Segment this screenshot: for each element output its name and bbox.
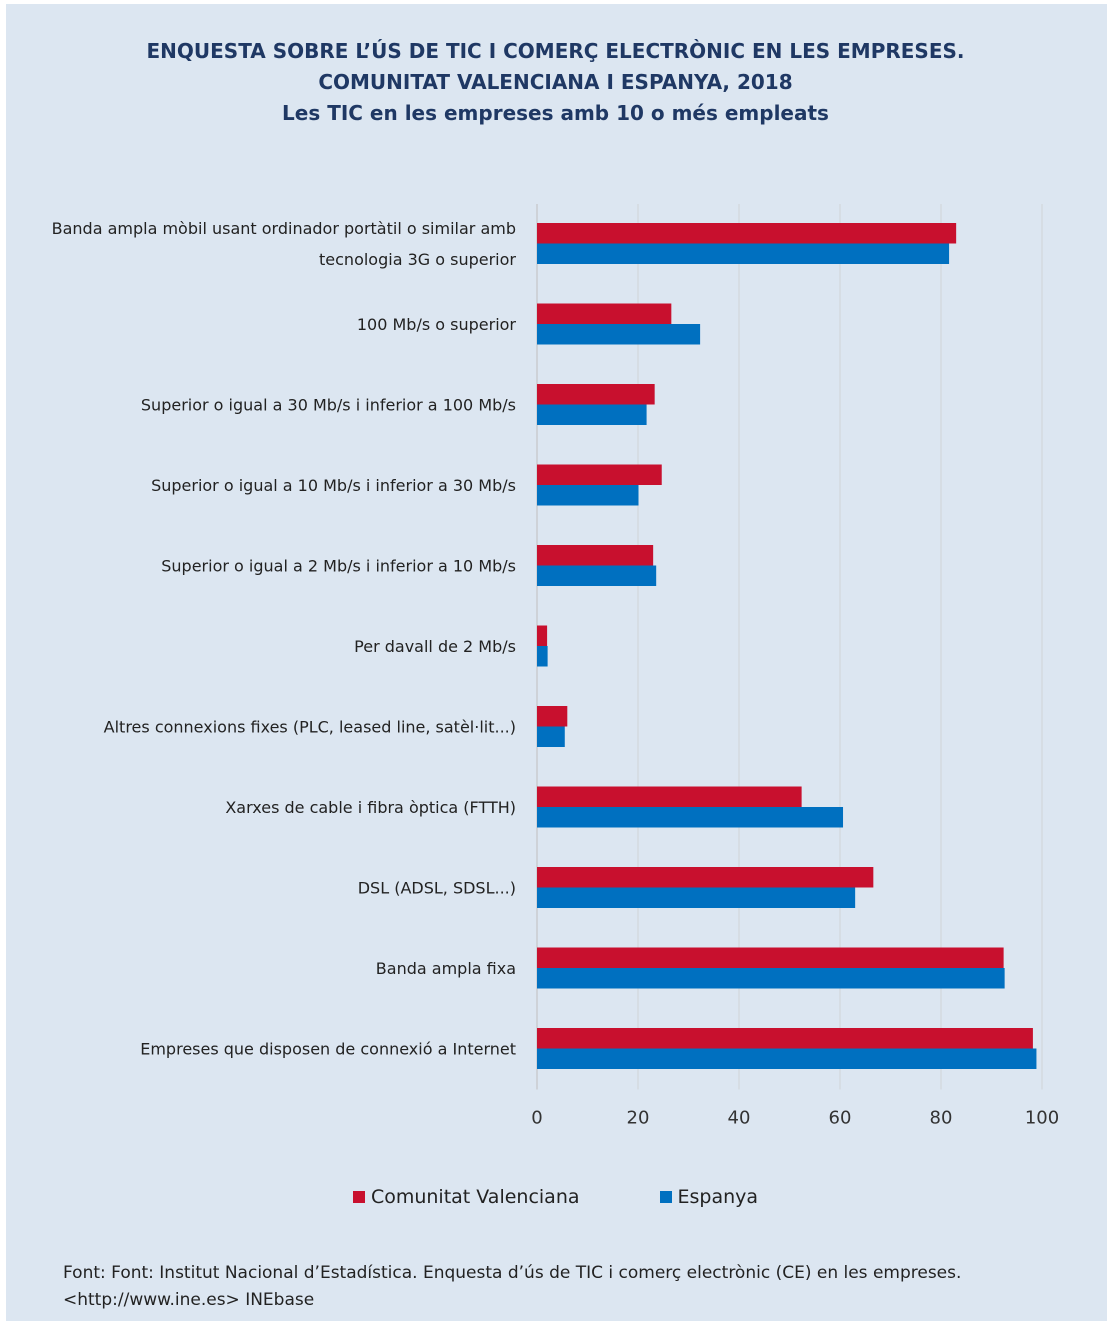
category-label: Per davall de 2 Mb/s (354, 637, 516, 656)
bar-comunitat-valenciana (537, 1028, 1033, 1049)
title-line-2: COMUNITAT VALENCIANA I ESPANYA, 2018 (318, 70, 793, 94)
x-tick-label: 20 (627, 1108, 650, 1129)
legend-swatch-valenciana (352, 1191, 365, 1203)
legend: Comunitat Valenciana Espanya (0, 1186, 1111, 1208)
legend-item-espanya: Espanya (659, 1186, 759, 1208)
bar-comunitat-valenciana (537, 947, 1004, 968)
category-label: Superior o igual a 30 Mb/s i inferior a … (141, 396, 516, 415)
category-label: tecnologia 3G o superior (319, 250, 516, 269)
legend-label-espanya: Espanya (677, 1186, 759, 1208)
category-label: Superior o igual a 2 Mb/s i inferior a 1… (161, 557, 516, 576)
bar-espanya (537, 243, 950, 264)
chart-title: ENQUESTA SOBRE L’ÚS DE TIC I COMERÇ ELEC… (0, 36, 1111, 129)
legend-swatch-espanya (659, 1191, 672, 1203)
bar-espanya (537, 485, 639, 506)
bar-espanya (537, 726, 565, 747)
bar-espanya (537, 807, 844, 828)
category-label: Banda ampla fixa (376, 959, 516, 978)
category-label: Altres connexions fixes (PLC, leased lin… (104, 718, 516, 737)
bar-espanya (537, 887, 856, 908)
title-line-3: Les TIC en les empreses amb 10 o més emp… (282, 101, 829, 125)
category-label: Empreses que disposen de connexió a Inte… (140, 1040, 516, 1059)
x-tick-label: 40 (728, 1108, 751, 1129)
category-label: DSL (ADSL, SDSL...) (358, 879, 516, 898)
x-tick-label: 80 (930, 1108, 953, 1129)
bar-comunitat-valenciana (537, 545, 654, 566)
bar-comunitat-valenciana (537, 786, 802, 807)
title-line-1: ENQUESTA SOBRE L’ÚS DE TIC I COMERÇ ELEC… (146, 39, 965, 63)
bar-comunitat-valenciana (537, 223, 957, 244)
bar-comunitat-valenciana (537, 867, 874, 888)
bar-comunitat-valenciana (537, 303, 672, 324)
bar-comunitat-valenciana (537, 625, 548, 646)
x-tick-label: 60 (829, 1108, 852, 1129)
bar-espanya (537, 646, 548, 667)
x-tick-label: 0 (531, 1108, 542, 1129)
bar-chart: 0 20 40 60 80 100 Banda ampla mòbil usant ordi… (52, 204, 1059, 1129)
bar-espanya (537, 1048, 1037, 1069)
category-label: Xarxes de cable i fibra òptica (FTTH) (225, 798, 516, 817)
bar-comunitat-valenciana (537, 384, 655, 405)
legend-label-valenciana: Comunitat Valenciana (370, 1186, 580, 1208)
x-tick-label: 100 (1025, 1108, 1059, 1129)
bar-espanya (537, 324, 701, 345)
bar-comunitat-valenciana (537, 706, 568, 727)
category-label: 100 Mb/s o superior (357, 315, 517, 334)
category-label: Banda ampla mòbil usant ordinador portàt… (52, 219, 516, 238)
bar-espanya (537, 968, 1005, 989)
bar-espanya (537, 565, 657, 586)
category-label: Superior o igual a 10 Mb/s i inferior a … (151, 476, 516, 495)
source-note: Font: Font: Institut Nacional d’Estadíst… (63, 1263, 962, 1310)
bar-espanya (537, 404, 647, 425)
bar-comunitat-valenciana (537, 464, 662, 485)
legend-item-valenciana: Comunitat Valenciana (352, 1186, 580, 1208)
